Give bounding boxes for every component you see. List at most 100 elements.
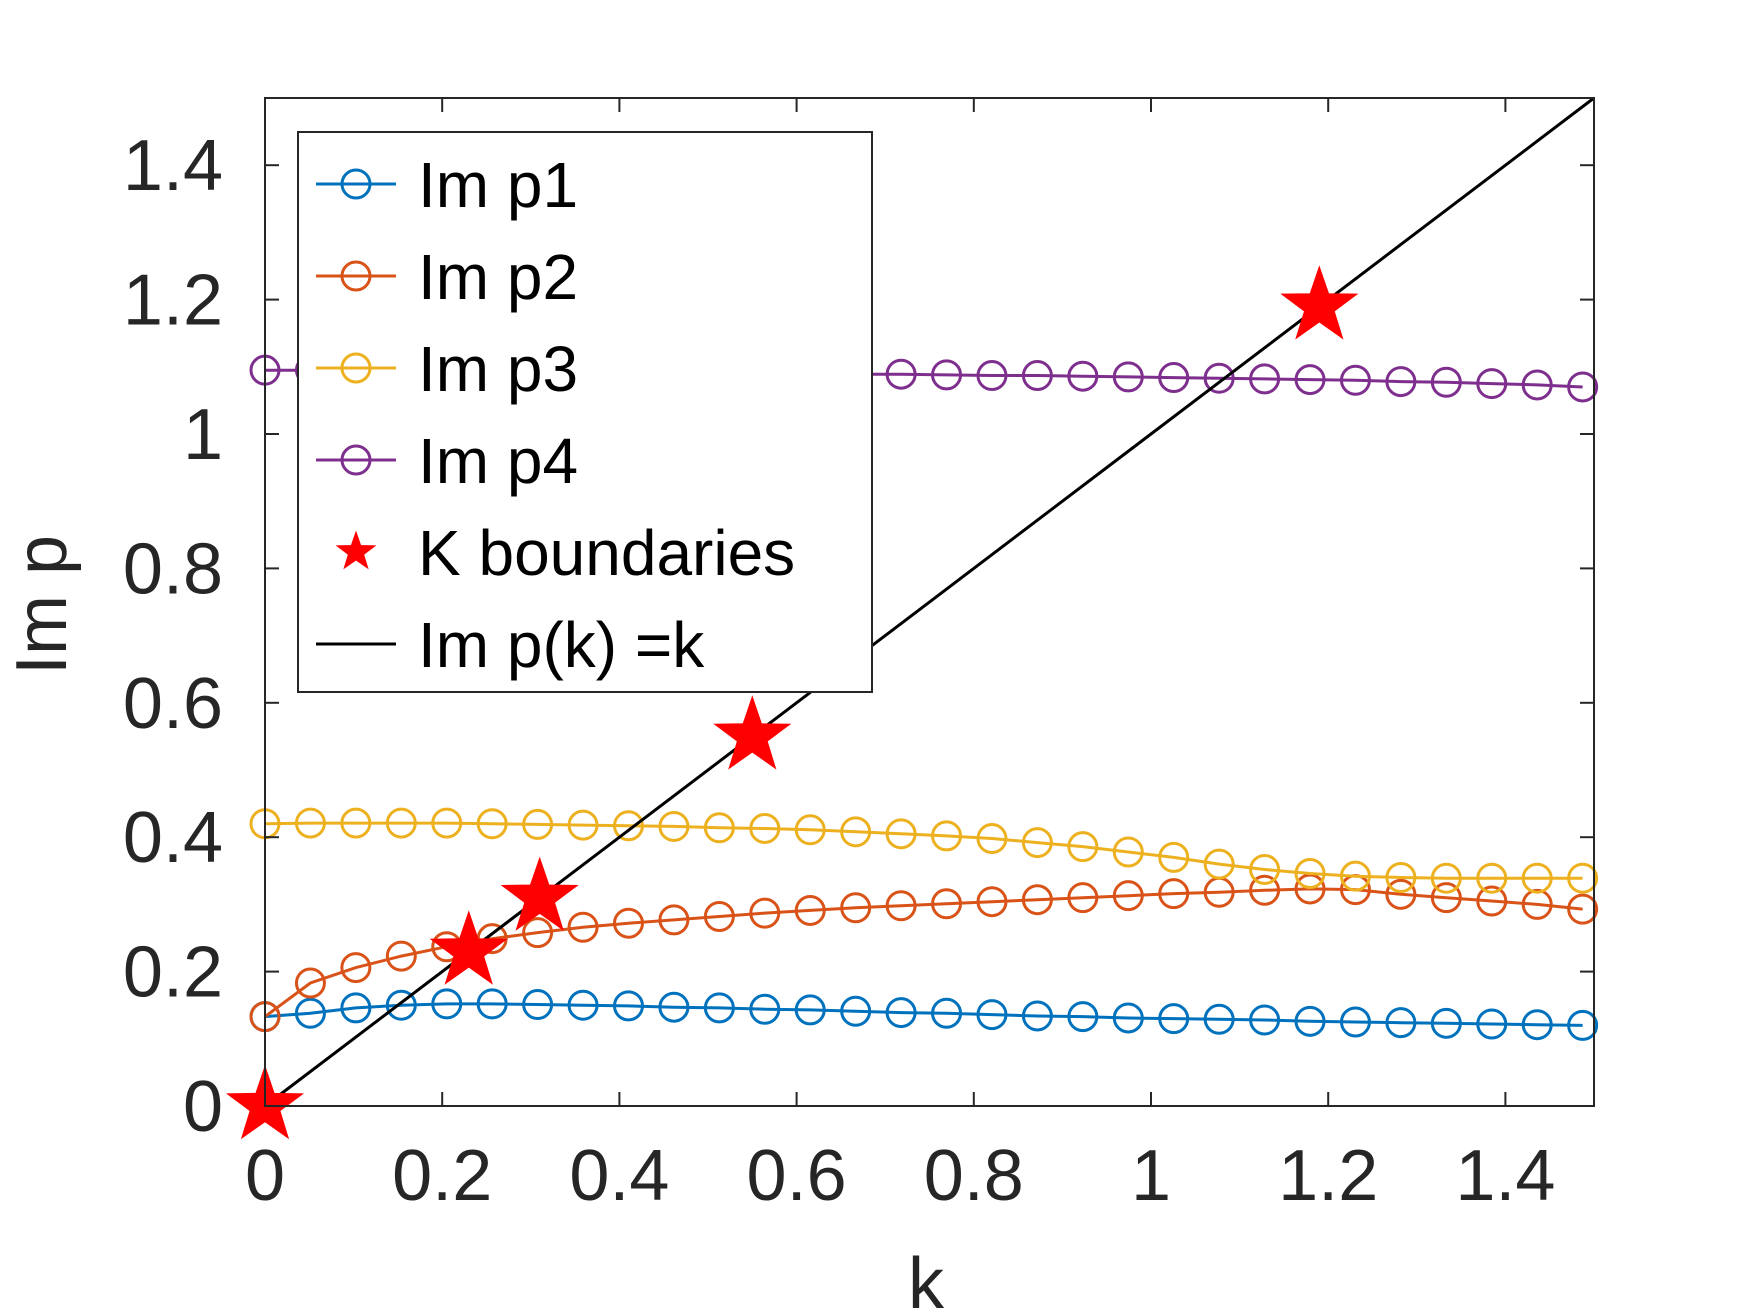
series-point (431, 807, 463, 839)
series-point (1112, 1002, 1144, 1034)
series-point (794, 814, 826, 846)
series-point (612, 990, 644, 1022)
series-point (340, 992, 372, 1024)
series-point (658, 991, 690, 1023)
series-point (1249, 874, 1281, 906)
series-point (1112, 361, 1144, 393)
series-point (931, 359, 963, 391)
y-tick-label: 0.4 (123, 798, 223, 878)
series-point (1294, 364, 1326, 396)
series-point (885, 890, 917, 922)
series-point (658, 810, 690, 842)
series-point (1249, 363, 1281, 395)
legend-label: K boundaries (418, 517, 795, 589)
series-point (476, 988, 508, 1020)
y-tick-label: 0 (183, 1067, 223, 1147)
series-point (1567, 862, 1599, 894)
series-point (1021, 1000, 1053, 1032)
x-tick-label: 1.4 (1455, 1136, 1555, 1216)
legend-marker (340, 260, 372, 292)
series-point (794, 894, 826, 926)
series-point (1476, 368, 1508, 400)
y-tick-label: 1 (183, 395, 223, 475)
series-point (1521, 862, 1553, 894)
series-point (1385, 366, 1417, 398)
series-point (1385, 862, 1417, 894)
series-point (1021, 884, 1053, 916)
legend-label: Im p4 (418, 425, 578, 497)
series-point (931, 997, 963, 1029)
y-tick-label: 0.2 (123, 933, 223, 1013)
legend-label: Im p(k) =k (418, 609, 705, 681)
series-point (1476, 885, 1508, 917)
series-point (476, 808, 508, 840)
series-point (1521, 369, 1553, 401)
series-point (612, 810, 644, 842)
series-point (1249, 853, 1281, 885)
x-tick-label: 1.2 (1278, 1136, 1378, 1216)
series-point (1067, 1001, 1099, 1033)
series-point (431, 988, 463, 1020)
legend-marker (340, 352, 372, 384)
boundary-star (713, 695, 792, 770)
series-point (522, 989, 554, 1021)
legend-entry: Im p1 (316, 149, 578, 221)
series-point (1339, 860, 1371, 892)
series-point (567, 809, 599, 841)
y-tick-label: 1.2 (123, 261, 223, 341)
boundary-star (500, 856, 579, 931)
series-point (885, 358, 917, 390)
series-point (976, 360, 1008, 392)
series-point (1385, 1007, 1417, 1039)
series-point (340, 952, 372, 984)
series-point (1567, 371, 1599, 403)
legend-label: Im p3 (418, 333, 578, 405)
x-tick-label: 0.8 (924, 1136, 1024, 1216)
legend-box (297, 131, 873, 693)
series-point (1158, 362, 1190, 394)
y-tick-label: 0.6 (123, 664, 223, 744)
series-point (1067, 360, 1099, 392)
series-point (567, 989, 599, 1021)
series-line (264, 1002, 1583, 1027)
series-point (1203, 848, 1235, 880)
series-point (1021, 827, 1053, 859)
series-point (1158, 878, 1190, 910)
series-point (840, 995, 872, 1027)
series-point (612, 907, 644, 939)
series-point (703, 812, 735, 844)
series-point (1294, 1005, 1326, 1037)
y-tick-label: 0.8 (123, 529, 223, 609)
series-point (885, 818, 917, 850)
legend-entry: Im p(k) =k (316, 609, 705, 681)
x-tick-label: 0.6 (747, 1136, 847, 1216)
axes: 0 0.2 0.4 0.6 0.8 1 1.2 1.4 0 0.2 0.4 0.6 0.8 1 1.2 1.4 (123, 97, 1595, 1216)
series-point (703, 900, 735, 932)
series-point (294, 997, 326, 1029)
series-point (1430, 1007, 1462, 1039)
series-point (340, 807, 372, 839)
legend-entry: Im p3 (316, 333, 578, 405)
series-point (1067, 882, 1099, 914)
series-point (794, 994, 826, 1026)
series-point (294, 967, 326, 999)
series-point (703, 992, 735, 1024)
y-axis-label: Im p (2, 535, 82, 675)
series-point (1249, 1004, 1281, 1036)
series-3 (249, 807, 1599, 894)
axes-box (264, 97, 1595, 1107)
series-point (931, 820, 963, 852)
series-point (976, 886, 1008, 918)
series-point (749, 812, 781, 844)
series-point (1021, 360, 1053, 392)
series-point (840, 892, 872, 924)
series-point (931, 888, 963, 920)
series-point (1430, 862, 1462, 894)
series-point (385, 940, 417, 972)
series-point (1203, 1003, 1235, 1035)
series-point (1567, 1009, 1599, 1041)
series-point (1385, 878, 1417, 910)
boundary-star (1280, 265, 1359, 340)
series-point (1430, 882, 1462, 914)
